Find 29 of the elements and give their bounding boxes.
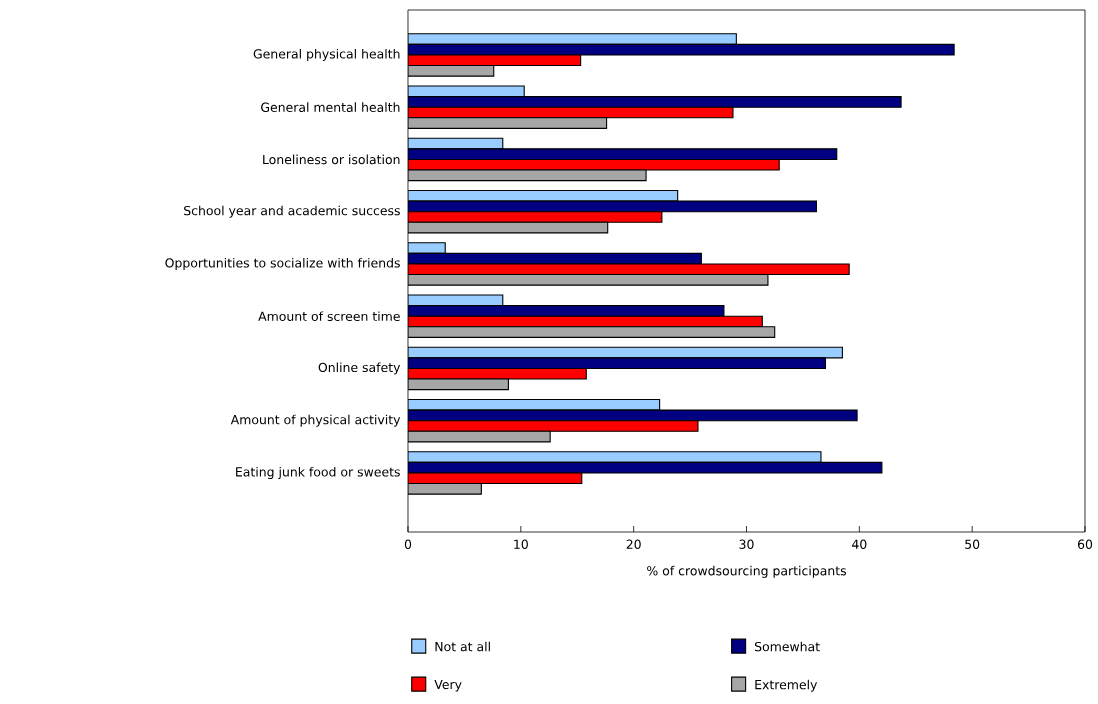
bar [408, 326, 776, 338]
x-tick-label: 20 [626, 539, 641, 549]
x-tick-label: 50 [965, 539, 980, 549]
x-tick-label: 30 [739, 539, 754, 549]
x-tick-label: 0 [404, 539, 412, 549]
y-tick-label: General physical health [253, 48, 400, 61]
bar [408, 274, 769, 286]
bar [408, 117, 608, 129]
y-tick-label: Amount of screen time [258, 311, 400, 322]
x-tick-label: 40 [852, 539, 867, 549]
legend-label: Somewhat [754, 641, 820, 652]
x-tick-label: 60 [1077, 539, 1093, 549]
legend-label: Extremely [755, 679, 818, 692]
x-axis-title: % of crowdsourcing participants [647, 565, 846, 578]
y-tick-label: Loneliness or isolation [263, 154, 400, 165]
bar [408, 420, 699, 432]
x-tick-label: 10 [514, 539, 528, 549]
bar [408, 96, 902, 108]
y-tick-label: Opportunities to socialize with friends [165, 257, 400, 270]
y-tick-label: Online safety [318, 362, 401, 375]
y-tick-label: School year and academic success [184, 205, 400, 218]
legend-label: Very [434, 679, 462, 692]
bar [408, 305, 725, 317]
bar [408, 211, 663, 223]
legend-label: Not at all [435, 641, 490, 652]
y-tick-label: Amount of physical activity [230, 414, 401, 427]
bar [408, 483, 482, 495]
y-tick-label: General mental health [261, 102, 400, 113]
y-tick-label: Eating junk food or sweets [236, 466, 400, 479]
